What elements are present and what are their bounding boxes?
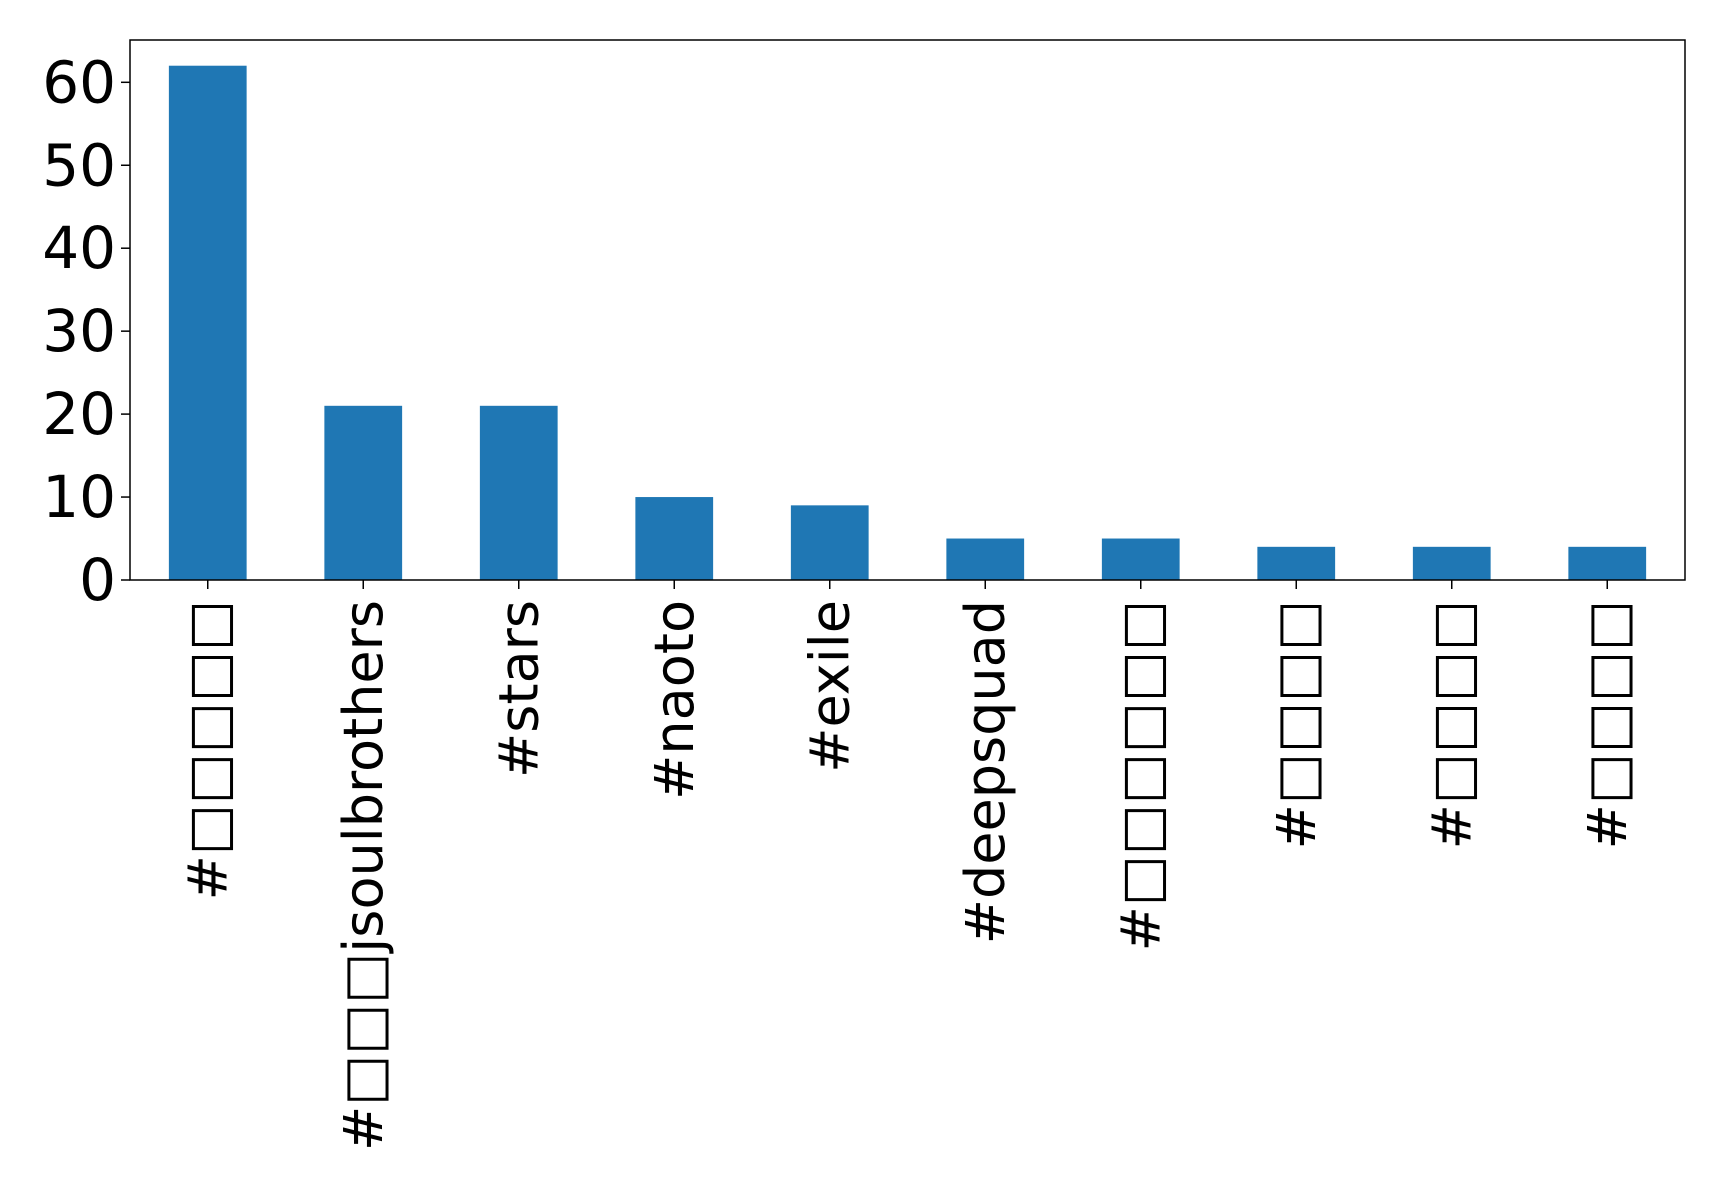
bar [168, 65, 247, 580]
x-tick-label: #naoto [643, 600, 706, 800]
y-tick-label: 20 [42, 380, 116, 448]
y-axis: 0 10 20 30 40 50 60 [42, 48, 130, 614]
bar [1412, 546, 1491, 580]
x-tick-label: #□□□□ [1420, 600, 1483, 849]
bar [1568, 546, 1647, 580]
plot-frame [129, 39, 1686, 581]
bars-layer [168, 65, 1647, 580]
bar [479, 405, 558, 580]
x-tick-label: #□□□□□□ [1109, 600, 1172, 951]
bar [1101, 538, 1180, 580]
x-tick-label: #deepsquad [954, 600, 1017, 944]
bar [946, 538, 1025, 580]
x-tick-label: #□□□jsoulbrothers [332, 600, 395, 1151]
x-tick-label: #exile [798, 600, 861, 773]
bar [1257, 546, 1336, 580]
y-tick-label: 50 [42, 131, 116, 199]
x-tick-label: #□□□□ [1576, 600, 1639, 849]
bar [324, 405, 403, 580]
y-tick-label: 30 [42, 297, 116, 365]
y-tick-label: 40 [42, 214, 116, 282]
x-axis: #□□□□□ #□□□jsoulbrothers #stars #naoto #exil… [176, 580, 1639, 1151]
x-tick-label: #□□□□□ [176, 600, 239, 900]
x-tick-label: #stars [487, 600, 550, 778]
bar [635, 497, 714, 580]
y-tick-label: 10 [42, 463, 116, 531]
bar [790, 505, 869, 580]
y-tick-label: 0 [79, 546, 116, 614]
y-tick-label: 60 [42, 48, 116, 116]
x-tick-label: #□□□□ [1265, 600, 1328, 849]
